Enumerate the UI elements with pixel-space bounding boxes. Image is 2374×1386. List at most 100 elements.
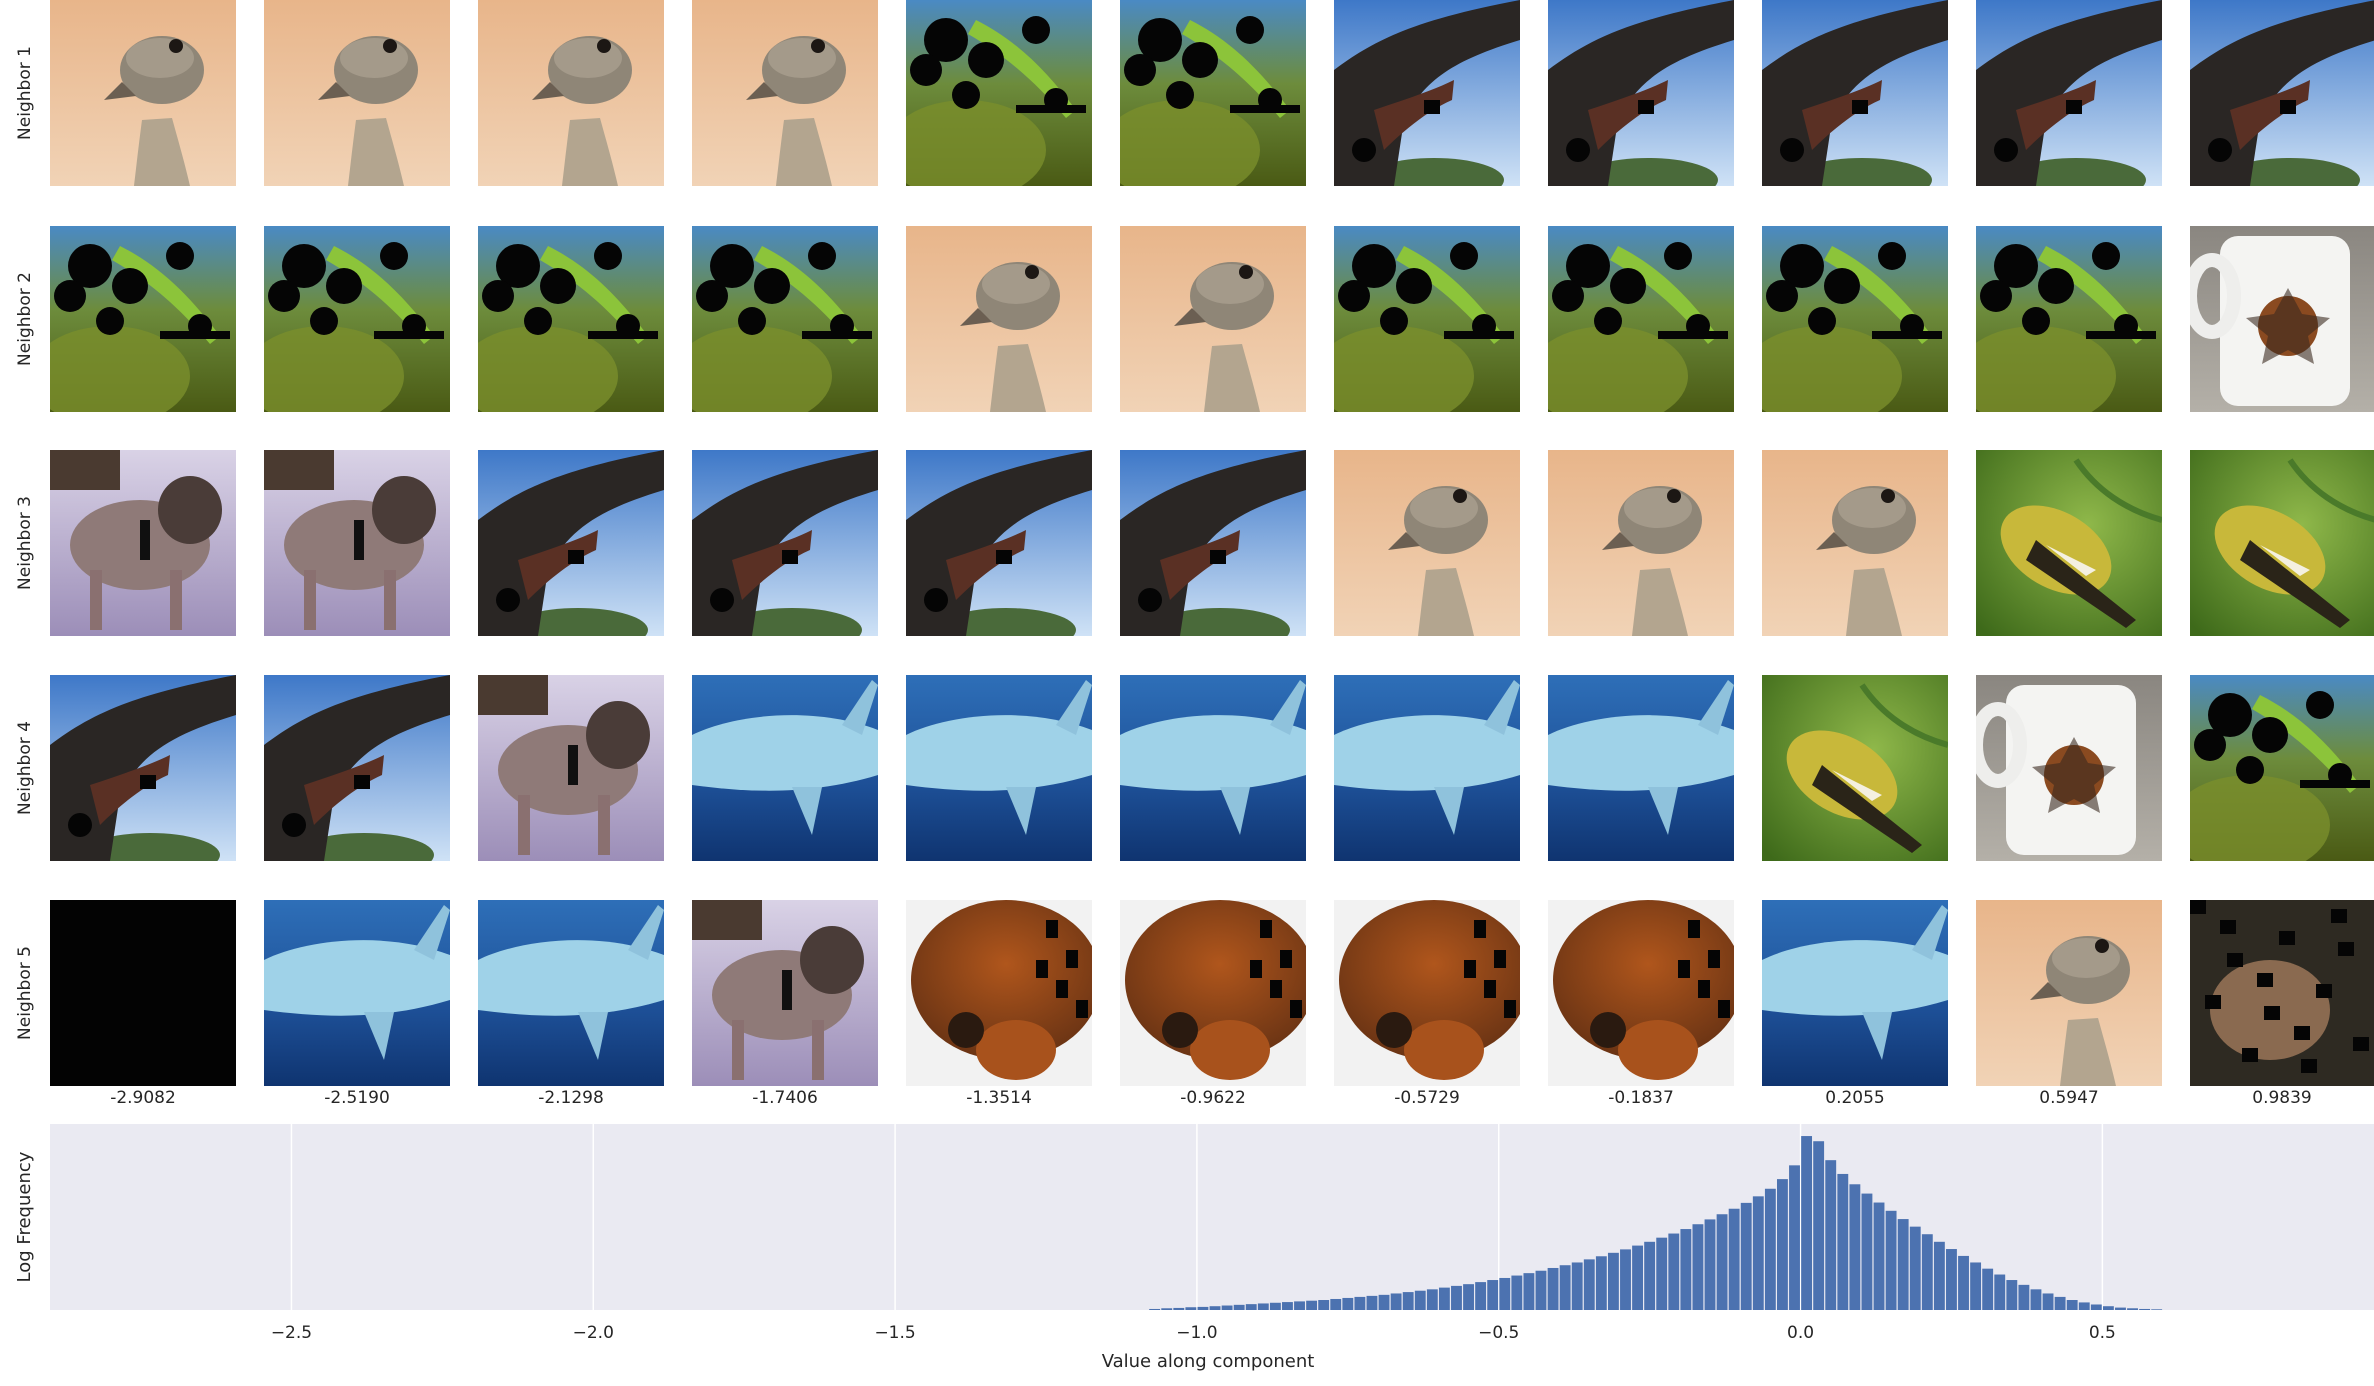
histogram: −2.5 −2.0 −1.5 −1.0 −0.5 0.0 0.5 Value along co… bbox=[0, 1124, 2374, 1386]
histogram-bar bbox=[2066, 1300, 2078, 1310]
histogram-bar bbox=[2127, 1308, 2138, 1310]
histogram-bar bbox=[1221, 1305, 1233, 1310]
histogram-bar bbox=[1970, 1262, 1982, 1310]
histogram-bar bbox=[1451, 1285, 1462, 1310]
histogram-bar bbox=[1620, 1249, 1631, 1310]
histogram-bar bbox=[1837, 1173, 1849, 1310]
histogram-bar bbox=[1946, 1249, 1957, 1310]
x-tick-label: −0.5 bbox=[1478, 1323, 1519, 1343]
neighbor-thumbnail-leaf-masked bbox=[1976, 226, 2162, 412]
histogram-bar bbox=[2018, 1284, 2030, 1310]
histogram-bar bbox=[1764, 1188, 1776, 1310]
x-axis-label: Value along component bbox=[1102, 1351, 1315, 1372]
neighbor-thumbnail-leaf-masked bbox=[906, 0, 1092, 186]
plot-background bbox=[50, 1124, 2374, 1310]
histogram-bar bbox=[1269, 1302, 1281, 1310]
histogram-bar bbox=[1668, 1233, 1680, 1310]
neighbor-thumbnail-shark bbox=[692, 675, 878, 861]
histogram-bar bbox=[1282, 1302, 1293, 1310]
neighbor-thumbnail-leaf-masked bbox=[478, 226, 664, 412]
neighbor-thumbnail-shark bbox=[1120, 675, 1306, 861]
histogram-bar bbox=[1933, 1241, 1945, 1310]
histogram-bar bbox=[1644, 1241, 1656, 1310]
x-tick-label: −1.5 bbox=[874, 1323, 915, 1343]
neighbor-thumbnail-leaf-masked bbox=[692, 226, 878, 412]
histogram-bar bbox=[1197, 1306, 1209, 1310]
column-value-label: -2.1298 bbox=[538, 1088, 604, 1108]
row-label-text: Neighbor 2 bbox=[15, 272, 35, 366]
histogram-bar bbox=[1789, 1165, 1800, 1310]
neighbor-thumbnail-ostrich bbox=[1120, 226, 1306, 412]
neighbor-thumbnail-branch-sky bbox=[1334, 0, 1520, 186]
neighbor-thumbnail-black bbox=[50, 900, 236, 1086]
histogram-bar bbox=[1161, 1308, 1173, 1310]
neighbor-thumbnail-finch bbox=[2190, 450, 2374, 636]
histogram-bar bbox=[1318, 1300, 1330, 1310]
column-value-label: -2.9082 bbox=[110, 1088, 176, 1108]
histogram-bar bbox=[1740, 1202, 1752, 1310]
neighbor-thumbnail-shark bbox=[906, 675, 1092, 861]
histogram-bar bbox=[1994, 1274, 2006, 1310]
histogram-bar bbox=[1704, 1219, 1716, 1310]
neighbor-thumbnail-fox bbox=[1548, 900, 1734, 1086]
histogram-bar bbox=[1607, 1252, 1619, 1310]
neighbor-thumbnail-leaf-masked bbox=[1762, 226, 1948, 412]
histogram-bar bbox=[1897, 1219, 1909, 1310]
histogram-bar bbox=[1438, 1287, 1450, 1310]
neighbor-thumbnail-ostrich bbox=[50, 0, 236, 186]
neighbor-thumbnail-ostrich bbox=[906, 226, 1092, 412]
histogram-bar bbox=[1559, 1265, 1571, 1310]
neighbor-thumbnail-leaf-masked bbox=[1120, 0, 1306, 186]
row-label: Neighbor 4 bbox=[10, 675, 40, 861]
histogram-bar bbox=[2054, 1296, 2066, 1310]
histogram-bar bbox=[1209, 1306, 1221, 1310]
neighbor-thumbnail-branch-sky bbox=[906, 450, 1092, 636]
neighbor-thumbnail-ostrich bbox=[1334, 450, 1520, 636]
row-label-text: Neighbor 3 bbox=[15, 496, 35, 590]
histogram-bar bbox=[1245, 1304, 1257, 1310]
histogram-bar bbox=[1354, 1296, 1366, 1310]
neighbor-thumbnail-ostrich bbox=[1548, 450, 1734, 636]
row-label-text: Neighbor 4 bbox=[15, 721, 35, 815]
histogram-bar bbox=[1257, 1303, 1269, 1310]
histogram-bar bbox=[1921, 1234, 1933, 1310]
histogram-bar bbox=[1499, 1277, 1511, 1310]
neighbor-thumbnail-ostrich bbox=[478, 0, 664, 186]
row-label-text: Neighbor 5 bbox=[15, 946, 35, 1040]
column-value-label: -1.7406 bbox=[752, 1088, 818, 1108]
row-label: Neighbor 5 bbox=[10, 900, 40, 1086]
histogram-bar bbox=[1716, 1214, 1728, 1310]
column-value-label: -1.3514 bbox=[966, 1088, 1032, 1108]
neighbor-grid: Neighbor 1 Neighbor 2 Neighbor 3 Neighbor 4… bbox=[10, 0, 2374, 1108]
histogram-bar bbox=[2030, 1289, 2042, 1310]
column-value-label: -0.1837 bbox=[1608, 1088, 1674, 1108]
histogram-bar bbox=[1728, 1208, 1740, 1310]
histogram-bar bbox=[1825, 1160, 1837, 1310]
neighbor-thumbnail-shark bbox=[1334, 675, 1520, 861]
histogram-bar bbox=[2042, 1293, 2054, 1310]
histogram-bar bbox=[1475, 1282, 1487, 1310]
column-value-label: 0.2055 bbox=[1825, 1088, 1885, 1108]
column-value-label: -0.9622 bbox=[1180, 1088, 1246, 1108]
neighbor-thumbnail-branch-sky bbox=[1976, 0, 2162, 186]
neighbor-thumbnail-leaf-masked bbox=[264, 226, 450, 412]
histogram-bar bbox=[1909, 1226, 1921, 1310]
histogram-bar bbox=[1813, 1141, 1825, 1310]
neighbor-thumbnail-shark bbox=[1762, 900, 1948, 1086]
neighbor-thumbnail-branch-sky bbox=[478, 450, 664, 636]
histogram-bar bbox=[2139, 1308, 2151, 1310]
histogram-bar bbox=[1378, 1294, 1390, 1310]
histogram-bar bbox=[2006, 1280, 2018, 1310]
histogram-bar bbox=[1463, 1284, 1474, 1310]
histogram-bar bbox=[1656, 1237, 1668, 1310]
histogram-bar bbox=[1414, 1290, 1426, 1310]
neighbor-thumbnail-dog-snow bbox=[50, 450, 236, 636]
neighbor-thumbnail-branch-sky bbox=[1762, 0, 1948, 186]
x-tick-label: 0.5 bbox=[2089, 1323, 2116, 1343]
neighbor-thumbnail-fox bbox=[1334, 900, 1520, 1086]
neighbor-thumbnail-branch-sky bbox=[50, 675, 236, 861]
histogram-bar bbox=[1801, 1136, 1813, 1310]
neighbor-thumbnail-branch-sky bbox=[264, 675, 450, 861]
histogram-bar bbox=[2078, 1302, 2090, 1310]
neighbor-thumbnail-leaf-masked bbox=[2190, 675, 2374, 861]
